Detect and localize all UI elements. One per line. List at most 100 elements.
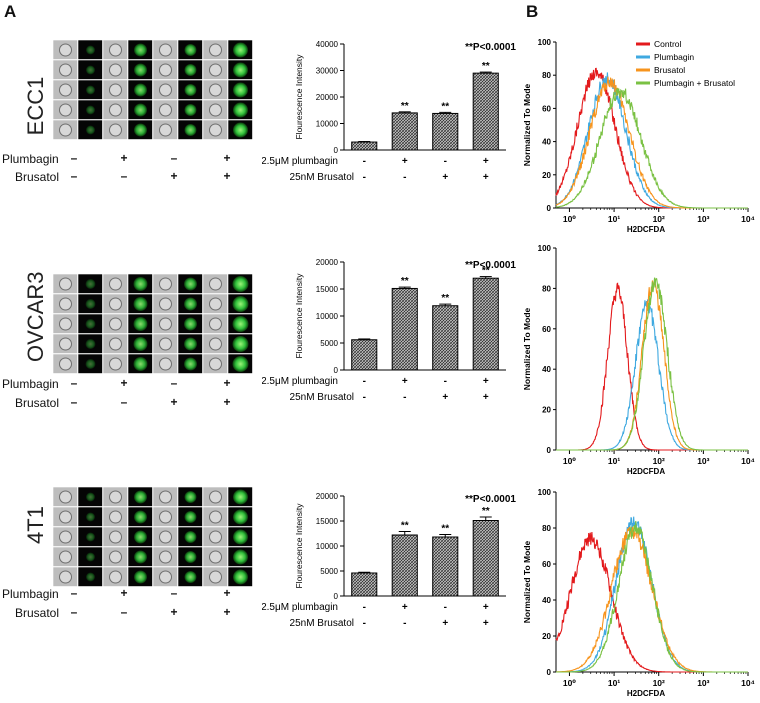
y-tick-label: 20 (542, 632, 551, 641)
x-axis-label: H2DCFDA (627, 467, 665, 476)
imaging-grid-ecc1 (53, 40, 253, 140)
brightfield-cell (109, 317, 122, 331)
brightfield-cell (109, 550, 122, 564)
brightfield-cell (59, 550, 72, 564)
fluorescent-cell (134, 83, 147, 97)
y-tick-label: 80 (542, 284, 551, 293)
brusatol-sign: – (70, 395, 78, 409)
x-tick-label: 10¹ (608, 678, 620, 688)
row1-sign: - (363, 156, 366, 167)
brightfield-cell (109, 570, 122, 584)
significance-label: ** (482, 506, 490, 517)
row2-sign: + (442, 172, 448, 183)
bar (351, 141, 378, 151)
histogram-line (555, 72, 748, 209)
fluorescent-cell (86, 105, 95, 115)
plumbagin-label-ovcar3: Plumbagin (2, 377, 59, 391)
x-tick-label: 10³ (697, 456, 709, 466)
fluorescent-cell (86, 65, 95, 75)
x-tick-label: 10² (653, 456, 665, 466)
fluorescent-cell (184, 337, 197, 351)
y-axis-label: Flourescence Intensity (294, 273, 304, 359)
bar (472, 72, 499, 151)
bar (472, 520, 499, 597)
row1-sign: + (483, 376, 489, 387)
fluorescent-cell (184, 277, 197, 291)
histogram-line (556, 280, 748, 451)
brightfield-cell (59, 510, 72, 524)
brightfield-cell (209, 530, 222, 544)
brightfield-cell (159, 297, 172, 311)
fluorescent-cell (232, 316, 249, 332)
fluorescent-cell (232, 356, 249, 372)
bar-chart-ecc1: 0 10000 20000 30000 40000 Flourescence Intens… (262, 40, 516, 183)
y-tick-label: 0 (334, 366, 339, 375)
y-tick-label: 10000 (316, 312, 339, 321)
x-tick-label: 10³ (697, 678, 709, 688)
row2-sign: + (483, 172, 489, 183)
significance-label: ** (482, 61, 490, 72)
p-value-label: **P<0.0001 (465, 42, 516, 53)
y-axis-label: Normalized To Mode (522, 540, 532, 623)
brusatol-label-ovcar3: Brusatol (15, 396, 60, 410)
fluorescent-cell (184, 317, 197, 331)
y-axis-label: Normalized To Mode (522, 83, 532, 166)
fluorescent-cell (86, 532, 95, 542)
y-tick-label: 20 (542, 406, 551, 415)
row2-sign: + (483, 618, 489, 629)
fluorescent-cell (134, 123, 147, 137)
plumbagin-sign: + (120, 586, 128, 600)
fluorescent-cell (134, 570, 147, 584)
plumbagin-sign: – (170, 376, 178, 390)
treatment-row1-label: 2.5μM plumbagin (262, 156, 338, 167)
fluorescent-cell (184, 64, 197, 76)
brightfield-cell (159, 510, 172, 524)
bar (391, 534, 418, 597)
plumbagin-sign: + (120, 151, 128, 165)
brightfield-cell (209, 83, 222, 97)
brightfield-cell (159, 337, 172, 351)
fluorescent-cell (233, 122, 248, 138)
fluorescent-cell (134, 530, 147, 544)
histogram-line (556, 277, 748, 451)
brightfield-cell (109, 103, 122, 117)
cell-line-label-ovcar3: OVCAR3 (23, 271, 48, 362)
y-tick-label: 20000 (316, 93, 339, 102)
significance-label: ** (401, 101, 409, 112)
brightfield-cell (159, 103, 172, 117)
brusatol-sign: – (120, 169, 128, 183)
y-tick-label: 80 (542, 524, 551, 533)
brightfield-cell (59, 530, 72, 544)
plumbagin-sign: + (120, 376, 128, 390)
p-value-label: **P<0.0001 (465, 494, 516, 505)
y-tick-label: 100 (538, 244, 552, 253)
fluorescent-cell (85, 319, 96, 329)
brightfield-cell (159, 357, 172, 371)
brightfield-cell (209, 43, 222, 57)
fluorescent-cell (86, 125, 95, 135)
brightfield-cell (59, 63, 72, 77)
plumbagin-sign: – (170, 151, 178, 165)
fluorescent-cell (233, 102, 248, 118)
row1-sign: - (363, 376, 366, 387)
y-tick-label: 10000 (316, 120, 339, 129)
fluorescent-cell (233, 529, 248, 545)
fluorescent-cell (133, 337, 148, 351)
brusatol-sign: – (120, 395, 128, 409)
x-tick-label: 10⁰ (563, 214, 576, 224)
brightfield-cell (109, 337, 122, 351)
row2-sign: - (403, 618, 406, 629)
histogram-line (556, 299, 748, 451)
fluorescent-cell (233, 489, 248, 505)
row1-sign: + (402, 376, 408, 387)
cell-line-label-ecc1: ECC1 (23, 76, 48, 136)
x-tick-label: 10¹ (608, 456, 620, 466)
y-tick-label: 20000 (316, 258, 339, 267)
brightfield-cell (109, 510, 122, 524)
cell-line-label-4t1: 4T1 (23, 506, 48, 544)
fluorescent-cell (233, 82, 248, 98)
y-tick-label: 0 (334, 146, 339, 155)
significance-label: ** (401, 276, 409, 287)
x-tick-label: 10⁰ (563, 456, 576, 466)
significance-label: ** (441, 101, 449, 112)
